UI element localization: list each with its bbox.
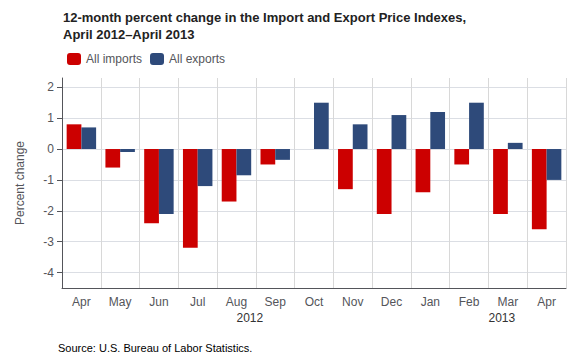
svg-text:-2: -2	[43, 204, 54, 218]
svg-text:2012: 2012	[236, 311, 263, 325]
svg-text:All exports: All exports	[169, 52, 225, 66]
svg-text:12-month percent change in the: 12-month percent change in the Import an…	[63, 10, 466, 25]
svg-text:2013: 2013	[488, 311, 515, 325]
svg-text:Mar: Mar	[498, 295, 519, 309]
svg-text:0: 0	[47, 142, 54, 156]
svg-text:1: 1	[47, 111, 54, 125]
svg-text:Apr: Apr	[537, 295, 556, 309]
svg-text:Dec: Dec	[381, 295, 402, 309]
svg-text:April 2012–April 2013: April 2012–April 2013	[63, 27, 195, 42]
svg-text:-1: -1	[43, 173, 54, 187]
svg-text:Source: U.S. Bureau of Labor S: Source: U.S. Bureau of Labor Statistics.	[58, 342, 252, 354]
svg-text:Nov: Nov	[342, 295, 363, 309]
svg-text:Jul: Jul	[190, 295, 205, 309]
svg-text:Sep: Sep	[265, 295, 287, 309]
svg-text:2: 2	[47, 80, 54, 94]
svg-text:Feb: Feb	[459, 295, 480, 309]
svg-text:Oct: Oct	[305, 295, 324, 309]
svg-text:Jun: Jun	[149, 295, 168, 309]
svg-text:Percent change: Percent change	[13, 141, 27, 225]
svg-text:Apr: Apr	[72, 295, 91, 309]
svg-text:All imports: All imports	[86, 52, 142, 66]
svg-text:-4: -4	[43, 266, 54, 280]
svg-text:Jan: Jan	[421, 295, 440, 309]
svg-text:Aug: Aug	[226, 295, 247, 309]
svg-text:-3: -3	[43, 235, 54, 249]
svg-text:May: May	[109, 295, 132, 309]
